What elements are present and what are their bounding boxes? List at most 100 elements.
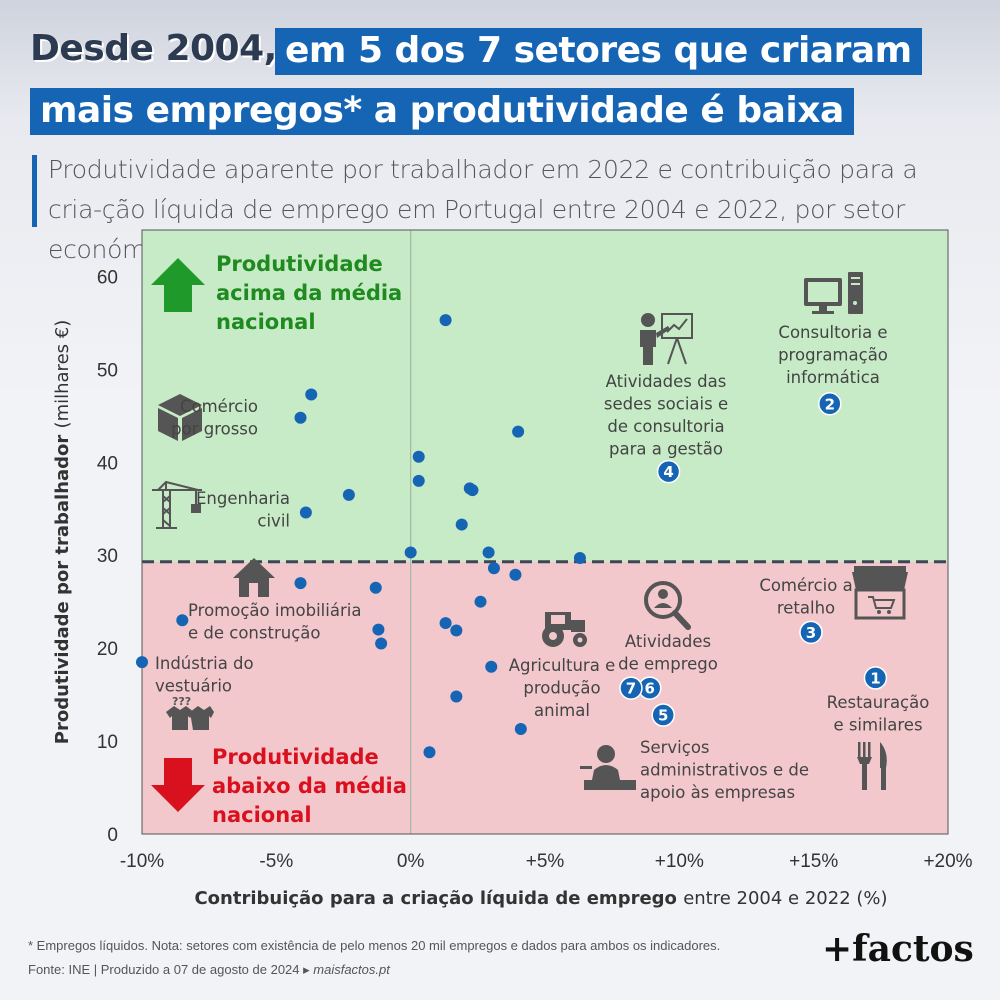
y-tick-label: 10 bbox=[97, 732, 118, 753]
subtitle-accent-bar bbox=[32, 155, 37, 227]
sector-labels: Restauração e similares Consultoria e progr… bbox=[155, 323, 929, 802]
badge-number: 6 bbox=[645, 680, 655, 698]
badge-number: 3 bbox=[806, 624, 816, 642]
data-point bbox=[450, 690, 463, 703]
data-point bbox=[485, 660, 498, 673]
house-icon bbox=[233, 558, 275, 597]
sector-badge-1: 1 bbox=[863, 666, 888, 690]
sector-label-5: Serviços administrativos e de apoio às emp… bbox=[640, 738, 809, 802]
sector-badge-3: 3 bbox=[799, 620, 823, 645]
badge-number: 1 bbox=[870, 669, 880, 687]
data-point bbox=[375, 637, 388, 650]
data-point bbox=[412, 450, 425, 463]
x-tick-label: +15% bbox=[789, 851, 838, 872]
subtitle: Produtividade aparente por trabalhador e… bbox=[48, 155, 918, 264]
crane-icon bbox=[152, 480, 202, 529]
data-point bbox=[514, 722, 527, 735]
plot-frame bbox=[141, 229, 949, 835]
badge-circle bbox=[799, 620, 823, 645]
data-point bbox=[450, 624, 463, 637]
data-points bbox=[136, 314, 586, 759]
numbered-badges: 1 2 3 4 567 bbox=[619, 392, 888, 727]
badge-circle bbox=[656, 459, 681, 484]
x-axis-label: Contribuição para a criação líquida de e… bbox=[194, 888, 887, 909]
sector-label-4: Atividades das sedes sociais e de consulto… bbox=[604, 372, 728, 459]
above-average-label: Produtividade acima da média nacional bbox=[216, 252, 402, 334]
badge-number: 5 bbox=[658, 707, 668, 725]
data-point bbox=[573, 552, 586, 565]
y-axis-label: Produtividade por trabalhador (milhares … bbox=[52, 320, 73, 744]
y-tick-label: 60 bbox=[97, 267, 118, 288]
svg-text:???: ??? bbox=[172, 695, 191, 708]
down-arrow-icon bbox=[151, 758, 205, 812]
sector-label-3: Comércio a retalho bbox=[759, 576, 852, 618]
x-tick-label: +5% bbox=[526, 851, 565, 872]
sector-badge-7: 7 bbox=[619, 676, 643, 700]
sector-label-6: Atividades de emprego bbox=[618, 632, 718, 674]
y-tick-label: 0 bbox=[107, 825, 118, 846]
x-tick-label: -10% bbox=[120, 851, 164, 872]
x-tick-label: -5% bbox=[259, 851, 293, 872]
title-highlight-2: mais empregos* a produtividade é baixa bbox=[30, 88, 854, 135]
badge-circle bbox=[651, 703, 675, 727]
source-site-link[interactable]: maisfactos.pt bbox=[313, 962, 390, 977]
data-point bbox=[136, 656, 148, 669]
data-point bbox=[294, 411, 307, 424]
source-text: Fonte: INE | Produzido a 07 de agosto de… bbox=[28, 962, 314, 977]
cutlery-icon bbox=[857, 742, 887, 790]
data-point bbox=[372, 623, 385, 636]
data-point bbox=[299, 506, 312, 519]
below-average-label: Produtividade abaixo da média nacional bbox=[212, 745, 407, 827]
data-point bbox=[482, 546, 495, 559]
badge-circle bbox=[619, 676, 643, 700]
y-tick-label: 40 bbox=[97, 453, 118, 474]
annotation-label: Indústria do vestuário bbox=[155, 654, 254, 696]
data-point bbox=[176, 614, 189, 627]
data-point bbox=[487, 562, 500, 575]
data-point bbox=[423, 746, 436, 759]
x-tick-label: +10% bbox=[655, 851, 704, 872]
title-lead: Desde 2004, bbox=[30, 28, 277, 69]
x-tick-label: 0% bbox=[397, 851, 425, 872]
sector-label-2: Consultoria e programação informática bbox=[778, 323, 888, 387]
sector-label-1: Restauração e similares bbox=[827, 693, 930, 735]
data-point bbox=[412, 474, 425, 487]
data-point bbox=[455, 518, 468, 531]
data-point bbox=[294, 577, 307, 590]
job-search-icon bbox=[644, 581, 691, 630]
data-point bbox=[474, 595, 487, 608]
source-line: Fonte: INE | Produzido a 07 de agosto de… bbox=[28, 962, 390, 978]
computer-icon bbox=[804, 272, 863, 314]
y-tick-label: 20 bbox=[97, 639, 118, 660]
zone-below-average bbox=[142, 561, 948, 834]
y-tick-label: 30 bbox=[97, 546, 118, 567]
annotation-label: Promoção imobiliária e de construção bbox=[188, 601, 361, 643]
data-point bbox=[369, 581, 382, 594]
sector-badge-2: 2 bbox=[818, 392, 842, 416]
data-point bbox=[342, 488, 355, 501]
axis-ticks: 0 10 20 30 40 50 60 -10% -5% 0% +5% +10% +15% +20% bbox=[97, 267, 973, 872]
sector-label-7: Agricultura e produção animal bbox=[509, 656, 615, 720]
data-point bbox=[509, 568, 522, 581]
badge-circle bbox=[863, 666, 888, 690]
data-point bbox=[404, 546, 417, 559]
x-tick-label: +20% bbox=[923, 851, 972, 872]
sector-badge-4: 4 bbox=[656, 459, 681, 484]
clothes-icon: ??? bbox=[166, 695, 214, 730]
presenter-icon bbox=[640, 313, 693, 365]
up-arrow-icon bbox=[151, 258, 205, 312]
receptionist-icon bbox=[580, 745, 636, 790]
data-point bbox=[466, 484, 479, 497]
title-highlight-1: em 5 dos 7 setores que criaram bbox=[275, 28, 922, 75]
data-point bbox=[305, 388, 318, 401]
badge-circle bbox=[818, 392, 842, 416]
footnote: * Empregos líquidos. Nota: setores com e… bbox=[28, 938, 721, 953]
y-tick-label: 50 bbox=[97, 360, 118, 381]
sector-badge-5: 5 bbox=[651, 703, 675, 727]
annotation-label: Engenharia civil bbox=[196, 489, 290, 531]
tractor-icon bbox=[542, 612, 587, 647]
badge-number: 2 bbox=[825, 395, 835, 413]
data-point bbox=[439, 617, 452, 630]
badge-number: 7 bbox=[626, 680, 636, 698]
